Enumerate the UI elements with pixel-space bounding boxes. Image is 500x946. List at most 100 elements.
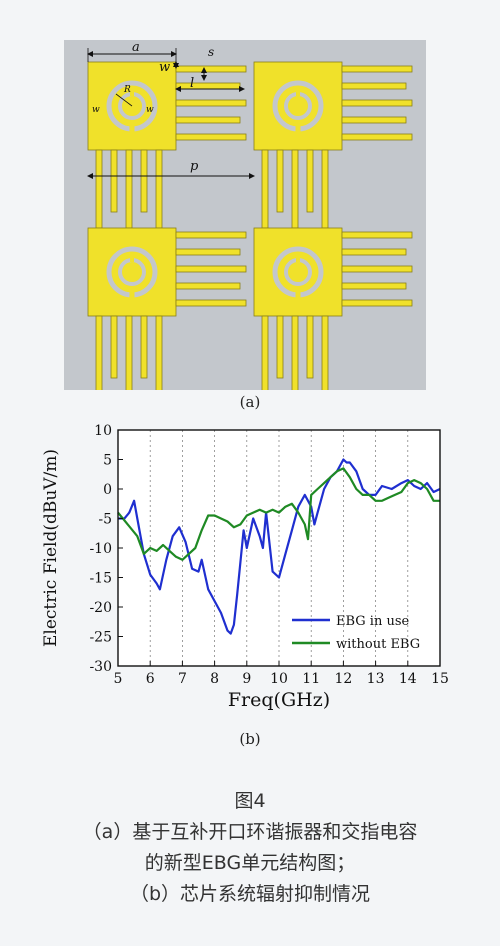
finger-bottom — [95, 149, 103, 229]
y-tick-label: -5 — [98, 512, 112, 528]
x-tick-label: 10 — [270, 671, 288, 687]
square-patch — [253, 61, 343, 151]
finger-bottom — [276, 149, 284, 213]
finger-bottom — [125, 149, 133, 229]
dimension-a-label: a — [132, 40, 140, 55]
x-tick-label: 7 — [178, 671, 187, 687]
finger-right — [175, 82, 241, 90]
caption-line-b: （b）芯片系统辐射抑制情况 — [129, 883, 371, 905]
finger-right — [175, 282, 241, 290]
finger-right — [341, 99, 413, 107]
y-tick-label: -25 — [89, 630, 112, 646]
finger-right — [341, 248, 407, 256]
finger-bottom — [155, 149, 163, 229]
finger-right — [175, 65, 247, 73]
finger-bottom — [110, 149, 118, 213]
inner-ring-gap — [130, 89, 134, 96]
x-axis-label: Freq(GHz) — [228, 689, 330, 711]
finger-right — [175, 299, 247, 307]
y-tick-label: 10 — [94, 423, 112, 439]
chart-legend: EBG in use without EBG — [292, 614, 420, 652]
inner-ring-gap — [296, 255, 300, 262]
finger-bottom — [155, 315, 163, 390]
finger-right — [175, 133, 247, 141]
square-patch — [87, 227, 177, 317]
y-tick-label: -20 — [89, 600, 112, 616]
inner-ring-gap — [296, 89, 300, 96]
ebg-unit-cell-diagram: a w s l p Rw w — [87, 40, 413, 390]
finger-bottom — [306, 149, 314, 213]
finger-right — [175, 248, 241, 256]
ring-width-label: w — [92, 105, 100, 115]
x-tick-label: 14 — [399, 671, 417, 687]
finger-right — [175, 116, 241, 124]
dimension-p-label: p — [190, 159, 199, 174]
caption-line-a-cont: 的新型EBG单元结构图； — [144, 852, 356, 874]
radius-r-label: R — [123, 85, 131, 95]
figure-caption: 图4 （a）基于互补开口环谐振器和交指电容 的新型EBG单元结构图； （b）芯片… — [0, 786, 500, 910]
legend-entry: without EBG — [336, 637, 420, 652]
finger-bottom — [321, 149, 329, 229]
finger-right — [341, 133, 413, 141]
finger-bottom — [291, 149, 299, 229]
inner-ring-gap — [130, 255, 134, 262]
ebg-cell-4 — [253, 227, 413, 390]
outer-ring-gap — [129, 290, 135, 298]
figure-a-sublabel: (a) — [239, 393, 261, 411]
finger-right — [175, 99, 247, 107]
finger-bottom — [125, 315, 133, 390]
finger-right — [175, 265, 247, 273]
finger-right — [341, 65, 413, 73]
square-patch — [253, 227, 343, 317]
finger-right — [341, 265, 413, 273]
finger-bottom — [261, 149, 269, 229]
dimension-s-label: s — [208, 45, 214, 59]
x-tick-label: 12 — [334, 671, 352, 687]
gap-width-label: w — [146, 105, 154, 115]
finger-bottom — [276, 315, 284, 379]
y-tick-label: 0 — [103, 482, 112, 498]
caption-line-a: （a）基于互补开口环谐振器和交指电容 — [82, 821, 418, 843]
x-tick-label: 11 — [302, 671, 320, 687]
outer-ring-gap — [295, 124, 301, 132]
dimension-l-label: l — [190, 76, 194, 91]
ebg-cell-3 — [87, 227, 247, 390]
x-tick-label: 8 — [210, 671, 219, 687]
finger-right — [341, 82, 407, 90]
finger-right — [341, 299, 413, 307]
figure-b-sublabel: (b) — [239, 730, 261, 748]
finger-right — [175, 231, 247, 239]
finger-bottom — [140, 149, 148, 213]
ebg-cell-2 — [253, 61, 413, 229]
series-line-without-ebg — [117, 467, 440, 561]
x-tick-label: 6 — [146, 671, 155, 687]
finger-bottom — [291, 315, 299, 390]
x-tick-label: 13 — [367, 671, 385, 687]
y-tick-label: -10 — [89, 541, 112, 557]
y-tick-label: -15 — [89, 571, 112, 587]
finger-bottom — [306, 315, 314, 379]
finger-bottom — [95, 315, 103, 390]
finger-bottom — [321, 315, 329, 390]
x-tick-label: 5 — [114, 671, 123, 687]
outer-ring-gap — [295, 290, 301, 298]
legend-entry: EBG in use — [336, 614, 410, 629]
y-axis-label: Electric Field(dBuV/m) — [41, 449, 61, 647]
finger-right — [341, 282, 407, 290]
finger-bottom — [140, 315, 148, 379]
dimension-w-label: w — [159, 60, 170, 75]
radius-r-arrow — [115, 93, 133, 107]
finger-bottom — [110, 315, 118, 379]
caption-figure-number: 图4 — [234, 790, 266, 812]
finger-right — [341, 116, 407, 124]
finger-bottom — [261, 315, 269, 390]
x-tick-label: 15 — [431, 671, 449, 687]
y-tick-label: -30 — [89, 659, 112, 675]
electric-field-chart: 5 6 7 8 9 10 11 12 13 14 15 10 5 0 -5 -10 -15 -20 -25 -30 Fr… — [41, 423, 449, 711]
outer-ring-gap — [129, 124, 135, 132]
finger-right — [341, 231, 413, 239]
ebg-cell-1 — [87, 61, 247, 229]
y-tick-label: 5 — [103, 453, 112, 469]
x-tick-label: 9 — [242, 671, 251, 687]
